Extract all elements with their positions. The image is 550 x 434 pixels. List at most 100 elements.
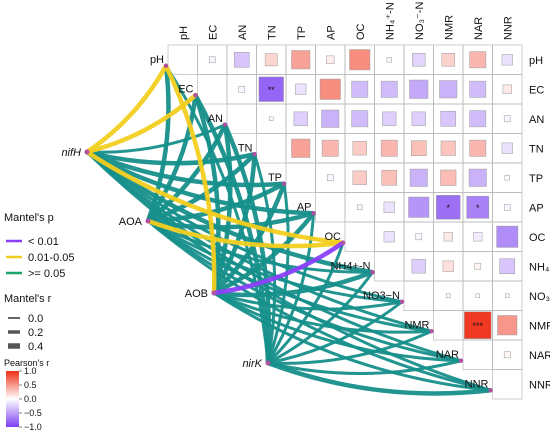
network-nodes: pH EC AN TN TP AP OC NH4+-N NO3−N NMR NAR NNR nifH AO… — [61, 54, 493, 393]
heatmap-cell — [291, 50, 311, 70]
legend-title: Pearson's r — [4, 358, 49, 368]
heatmap-cell-border — [256, 133, 287, 164]
heatmap-cell — [443, 232, 453, 242]
column-label: NNR — [502, 16, 514, 40]
heatmap-cell — [415, 233, 423, 241]
heatmap-cell — [501, 142, 513, 154]
endpoint-label: AP — [297, 201, 312, 213]
heatmap-cell — [238, 85, 246, 93]
mantel-link — [163, 63, 217, 296]
endpoint-label: pH — [150, 54, 164, 66]
heatmap-cell — [357, 204, 363, 210]
heatmap-cell — [291, 138, 311, 158]
group-node — [265, 360, 271, 366]
heatmap-cell — [386, 57, 392, 63]
heatmap-cell — [464, 311, 492, 339]
legend-pearson-r: Pearson's r1.0 0.5 0.0 −0.5 −1.0 — [4, 358, 49, 432]
endpoint-node — [399, 299, 405, 304]
column-labels: pH EC AN TN TP AP OC NH₄⁺-N NO₃⁻-N NMR NAR NNR — [178, 2, 515, 40]
column-label: AP — [325, 25, 337, 40]
row-label: OC — [529, 232, 546, 244]
group-node — [145, 218, 151, 224]
mantel-link — [266, 300, 404, 365]
row-label: pH — [529, 55, 543, 67]
mantel-link — [146, 219, 463, 363]
row-label: NH₄⁺-N — [529, 261, 550, 273]
mantel-link — [212, 291, 433, 334]
legend-mantel-r: Mantel's r 0.0 0.2 0.4 — [4, 293, 52, 353]
heatmap-cell — [446, 293, 451, 298]
heatmap-cell-border — [344, 221, 375, 252]
heatmap-cell — [440, 169, 457, 186]
heatmap-cell — [351, 80, 369, 98]
heatmap-cell — [411, 259, 426, 274]
heatmap-cell — [383, 231, 395, 243]
endpoint-node — [222, 122, 228, 127]
heatmap-cell — [411, 111, 426, 126]
mantel-link — [145, 211, 316, 230]
endpoint-label: NAR — [436, 349, 459, 361]
mantel-link — [85, 123, 227, 154]
endpoint-node — [429, 329, 434, 334]
legend-label: < 0.01 — [28, 236, 59, 248]
row-label: TN — [529, 143, 544, 155]
legend-title: Mantel's r — [4, 293, 52, 305]
mantel-link — [253, 152, 277, 365]
heatmap-cell — [321, 109, 340, 128]
heatmap-cell — [321, 139, 339, 157]
colorbar-label: 1.0 — [24, 366, 37, 376]
row-label: NO₃⁻-N — [529, 291, 550, 303]
heatmap-cell-border — [226, 103, 257, 134]
endpoint-node — [163, 63, 169, 68]
heatmap-cell — [496, 225, 519, 248]
heatmap-cell — [440, 140, 456, 156]
heatmap-cell — [409, 168, 428, 187]
endpoint-node — [458, 358, 464, 363]
heatmap-cell — [499, 258, 516, 275]
row-label: EC — [529, 84, 544, 96]
heatmap-cell — [382, 111, 397, 126]
heatmap-cell — [502, 84, 512, 94]
heatmap-cell-border — [492, 369, 523, 400]
row-labels: pH EC AN TN TP AP OC NH₄⁺-N NO₃⁻-N NMR NAR NNR — [529, 55, 550, 392]
heatmap-cell — [469, 51, 487, 69]
endpoint-label: NNR — [465, 378, 489, 390]
heatmap-cell — [501, 54, 513, 66]
heatmap-cell-border — [374, 251, 405, 282]
heatmap-cell — [475, 293, 480, 298]
column-label: NH₄⁺-N — [384, 2, 396, 40]
heatmap-cell — [380, 139, 398, 157]
row-label: NMR — [529, 320, 550, 332]
heatmap-cell — [497, 315, 518, 336]
significance-label: * — [446, 203, 450, 213]
mantel-link — [146, 219, 492, 392]
column-label: NAR — [473, 17, 485, 40]
mantel-link — [84, 63, 169, 155]
mantel-link — [222, 122, 272, 366]
significance-label: *** — [472, 321, 483, 331]
row-label: NNR — [529, 379, 550, 391]
heatmap-cell — [410, 140, 427, 157]
endpoint-label: TP — [268, 172, 282, 184]
heatmap-cell — [269, 116, 274, 121]
heatmap-cell — [504, 175, 510, 181]
heatmap-cell — [383, 201, 395, 213]
endpoint-label: NH4+-N — [330, 260, 370, 272]
column-label: TP — [296, 26, 308, 40]
endpoint-label: NO3−N — [363, 290, 400, 302]
heatmap-cell — [505, 293, 510, 298]
mantel-link — [266, 329, 433, 365]
mantel-link — [84, 149, 287, 188]
endpoint-label: TN — [238, 142, 253, 154]
mantel-link — [265, 360, 493, 396]
heatmap-cell — [233, 51, 250, 68]
endpoint-node — [252, 152, 257, 157]
heatmap-cells: *** **** — [208, 49, 519, 359]
legend-label: 0.0 — [28, 313, 43, 325]
mantel-link — [84, 93, 198, 155]
legend-label: 0.01-0.05 — [28, 252, 74, 264]
group-label: nirK — [242, 358, 262, 370]
heatmap-cell-border — [285, 162, 316, 193]
endpoint-label: OC — [325, 231, 342, 243]
